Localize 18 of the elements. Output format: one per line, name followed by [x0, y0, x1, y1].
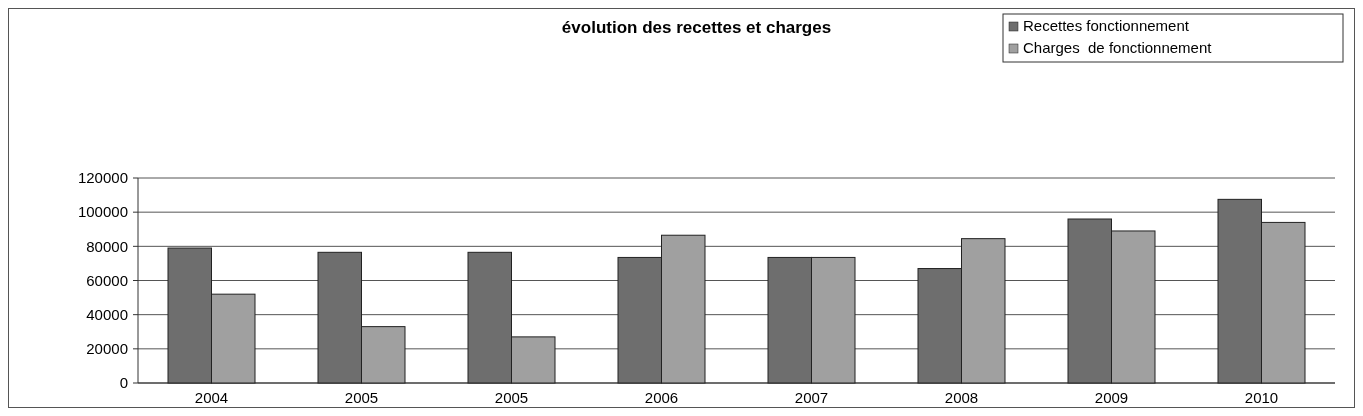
chart-title: évolution des recettes et charges	[561, 18, 832, 37]
x-tick-label: 2010	[1244, 389, 1279, 406]
x-tick-label: 2009	[1094, 389, 1129, 406]
y-tick-label: 60000	[86, 271, 128, 289]
x-tick-label: 2004	[194, 389, 229, 406]
y-tick-label: 80000	[86, 237, 128, 255]
x-tick-label: 2006	[644, 389, 679, 406]
y-tick-label: 120000	[77, 169, 128, 187]
y-tick-label: 20000	[86, 340, 128, 358]
x-tick-label: 2005	[344, 389, 379, 406]
y-tick-label: 0	[119, 374, 128, 392]
y-tick-label: 40000	[86, 305, 128, 323]
x-tick-label: 2008	[944, 389, 979, 406]
x-tick-label: 2007	[794, 389, 829, 406]
legend-label: Recettes fonctionnement	[1023, 17, 1190, 34]
x-tick-label: 2005	[494, 389, 529, 406]
legend-label: Charges de fonctionnement	[1023, 39, 1213, 56]
y-tick-label: 100000	[77, 203, 128, 221]
